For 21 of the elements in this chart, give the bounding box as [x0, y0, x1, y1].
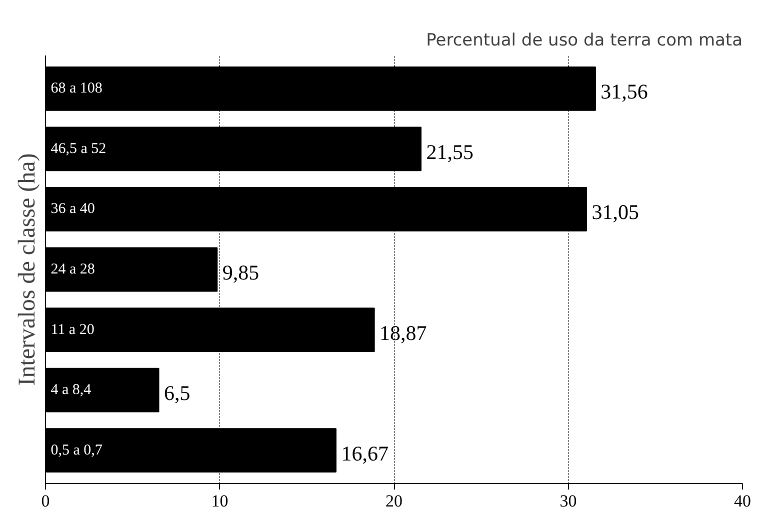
data-label: 9,85 [222, 260, 260, 285]
y-tick-label: 0,5 a 0,7 [50, 442, 103, 458]
y-tick-label: 36 a 40 [50, 201, 95, 218]
y-tick-label: 68 a 108 [50, 80, 102, 97]
y-tick-label: 4 a 8,4 [50, 382, 92, 398]
data-label: 21,55 [426, 140, 474, 164]
chart-title: Percentual de uso da terra com mata [426, 30, 743, 50]
x-tick-label: 40 [734, 492, 751, 509]
y-axis-title: Intervalos de classe (ha) [14, 153, 40, 386]
data-label: 31,05 [592, 200, 640, 224]
x-tick-label: 10 [211, 492, 228, 509]
data-label: 6,5 [164, 381, 190, 406]
y-tick-label: 24 a 28 [50, 262, 95, 278]
x-tick-label: 30 [560, 492, 577, 509]
y-tick-label: 11 a 20 [50, 322, 94, 338]
x-tick-label: 20 [386, 492, 402, 509]
y-tick-label: 46,5 a 52 [50, 140, 106, 157]
x-tick-label: 0 [41, 492, 50, 509]
data-label: 16,67 [341, 441, 388, 466]
data-label: 31,56 [600, 80, 648, 104]
data-label: 18,87 [380, 320, 427, 345]
